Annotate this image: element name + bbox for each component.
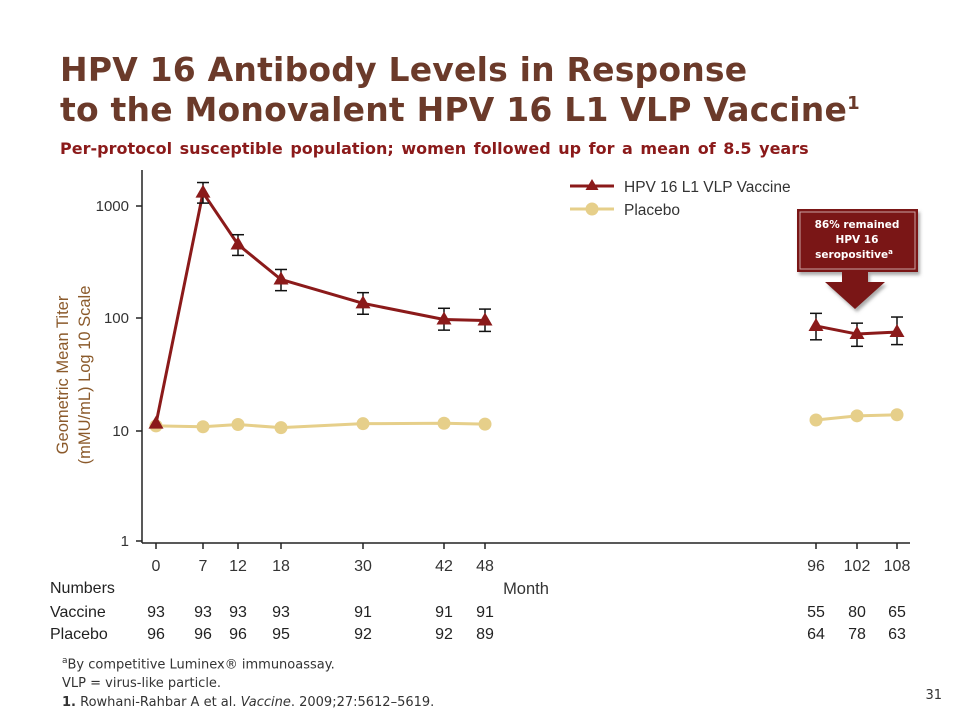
vaccine-count: 93 — [229, 604, 247, 621]
vaccine-point — [355, 295, 371, 309]
y-axis-label-line-2: (mMU/mL) Log 10 Scale — [76, 286, 94, 465]
placebo-count: 96 — [147, 626, 165, 643]
placebo-count: 96 — [229, 626, 247, 643]
callout-line-3: seropositivea — [815, 248, 893, 261]
slide-subtitle: Per-protocol susceptible population; wom… — [60, 139, 809, 158]
y-tick-label: 100 — [104, 310, 129, 327]
title-line-2: to the Monovalent HPV 16 L1 VLP Vaccine1 — [60, 90, 860, 130]
placebo-point — [274, 421, 288, 435]
placebo-count: 89 — [476, 626, 494, 643]
vaccine-point — [808, 317, 824, 331]
footnote-a: aBy competitive Luminex® immunoassay. — [62, 656, 335, 673]
vaccine-row-label: Vaccine — [50, 604, 106, 621]
placebo-point — [196, 420, 210, 434]
x-tick-label: 0 — [152, 558, 161, 575]
legend-placebo-label: Placebo — [624, 202, 680, 219]
x-tick-label: 102 — [844, 558, 871, 575]
vaccine-count: 93 — [194, 604, 212, 621]
legend-vaccine-label: HPV 16 L1 VLP Vaccine — [624, 179, 791, 196]
vaccine-point — [889, 324, 905, 338]
y-tick-label: 1 — [121, 533, 129, 550]
placebo-count: 92 — [435, 626, 453, 643]
placebo-point — [890, 408, 904, 422]
x-axis-label: Month — [503, 580, 549, 598]
vaccine-count: 91 — [354, 604, 372, 621]
legend-vaccine-marker — [585, 179, 599, 190]
vaccine-count: 93 — [272, 604, 290, 621]
vaccine-series — [148, 181, 905, 429]
footnote-reference: 1. Rowhani-Rahbar A et al. Vaccine. 2009… — [62, 695, 435, 711]
vaccine-count: 93 — [147, 604, 165, 621]
numbers-header: Numbers — [50, 580, 115, 597]
page-number: 31 — [925, 688, 942, 703]
vaccine-point — [195, 184, 211, 198]
x-tick-label: 7 — [199, 558, 208, 575]
vaccine-line — [154, 191, 486, 424]
placebo-point — [356, 417, 370, 431]
x-tick-label: 96 — [807, 558, 825, 575]
y-axis-label: Geometric Mean Titer (mMU/mL) Log 10 Sca… — [54, 286, 94, 465]
vaccine-count: 65 — [888, 604, 906, 621]
placebo-count: 63 — [888, 626, 906, 643]
vaccine-point — [148, 415, 164, 429]
placebo-count: 95 — [272, 626, 290, 643]
callout-line-2: HPV 16 — [836, 234, 879, 246]
vaccine-point — [849, 326, 865, 340]
placebo-point — [478, 417, 492, 431]
legend: HPV 16 L1 VLP Vaccine Placebo — [570, 179, 791, 219]
placebo-count: 78 — [848, 626, 866, 643]
vaccine-point — [273, 271, 289, 285]
placebo-point — [809, 413, 823, 427]
footnotes: aBy competitive Luminex® immunoassay. VL… — [62, 652, 434, 712]
footnote-vlp: VLP = virus-like particle. — [62, 676, 222, 692]
slide-title: HPV 16 Antibody Levels in Response to th… — [60, 50, 860, 130]
placebo-count: 96 — [194, 626, 212, 643]
placebo-count: 64 — [807, 626, 825, 643]
vaccine-count: 91 — [435, 604, 453, 621]
callout-line-1: 86% remained — [815, 219, 900, 231]
vaccine-point — [230, 236, 246, 250]
vaccine-point — [477, 312, 493, 326]
vaccine-count: 55 — [807, 604, 825, 621]
x-tick-label: 12 — [229, 558, 247, 575]
vaccine-count: 80 — [848, 604, 866, 621]
x-tick-label: 48 — [476, 558, 494, 575]
legend-placebo-marker — [585, 202, 599, 216]
vaccine-count: 91 — [476, 604, 494, 621]
placebo-count: 92 — [354, 626, 372, 643]
title-line-1: HPV 16 Antibody Levels in Response — [60, 50, 748, 89]
title-superscript: 1 — [847, 93, 860, 114]
placebo-point — [437, 416, 451, 430]
title-line-2-text: to the Monovalent HPV 16 L1 VLP Vaccine — [60, 90, 848, 129]
seropositive-callout: 86% remained HPV 16 seropositivea — [797, 209, 918, 309]
vaccine-point — [436, 311, 452, 325]
x-tick-label: 30 — [354, 558, 372, 575]
x-tick-label: 108 — [884, 558, 911, 575]
placebo-series — [149, 408, 904, 435]
y-tick-label: 1000 — [96, 198, 129, 215]
callout-arrow — [825, 272, 885, 309]
placebo-point — [231, 418, 245, 432]
x-tick-label: 42 — [435, 558, 453, 575]
y-tick-label: 10 — [112, 423, 129, 440]
y-axis-label-line-1: Geometric Mean Titer — [54, 295, 72, 454]
placebo-row-label: Placebo — [50, 626, 108, 643]
x-tick-label: 18 — [272, 558, 290, 575]
placebo-point — [850, 409, 864, 423]
